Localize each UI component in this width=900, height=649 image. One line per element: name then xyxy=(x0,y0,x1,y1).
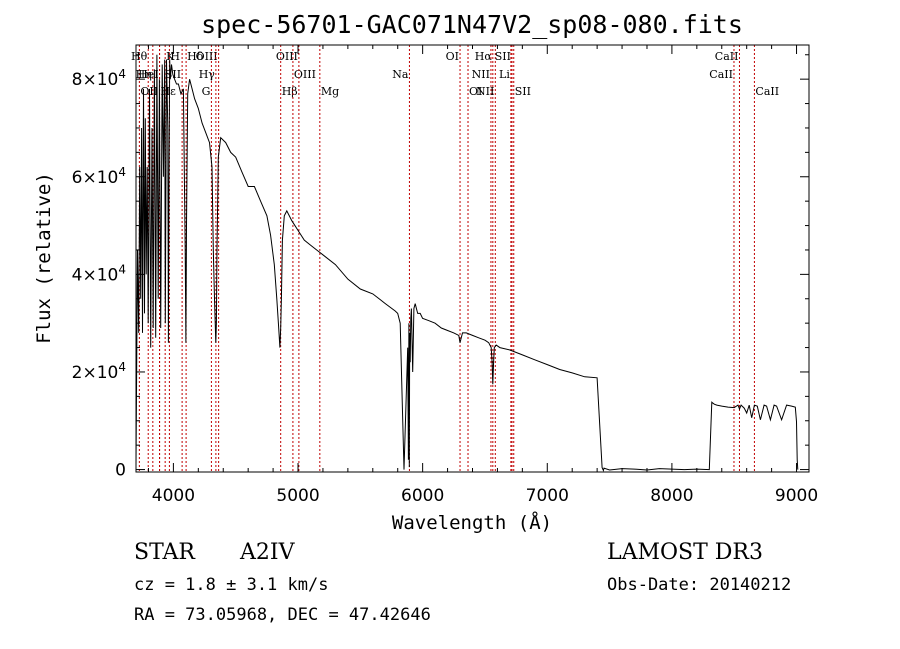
radec-text: RA = 73.05968, DEC = 47.42646 xyxy=(134,605,431,625)
y-tick-label: 8×104 xyxy=(72,67,126,90)
spectrum-line xyxy=(135,54,799,473)
line-label-26: CaII xyxy=(715,50,739,63)
x-tick-label: 8000 xyxy=(650,486,693,506)
line-label-2: Hη xyxy=(136,68,152,81)
obs-date-text: Obs-Date: 20140212 xyxy=(607,575,792,595)
line-label-19: Hα xyxy=(475,50,493,63)
x-tick-label: 9000 xyxy=(775,486,818,506)
line-label-21: NII xyxy=(476,85,494,98)
line-label-0: Hθ xyxy=(131,50,148,63)
line-label-27: CaII xyxy=(755,85,779,98)
line-label-3: HeI xyxy=(138,68,158,81)
line-label-23: Li xyxy=(499,68,510,81)
line-label-14: OIII xyxy=(276,50,298,63)
line-label-22: SII xyxy=(495,50,511,63)
x-tick-label: 4000 xyxy=(152,486,195,506)
line-label-8: Hδ xyxy=(187,50,204,63)
x-tick-label: 5000 xyxy=(276,486,319,506)
y-tick-label: 6×104 xyxy=(72,165,126,188)
object-subclass: A2IV xyxy=(240,540,295,565)
line-label-12: Hβ xyxy=(282,85,298,98)
x-tick-label: 7000 xyxy=(526,486,569,506)
line-label-10: OIII xyxy=(196,50,218,63)
y-axis-label: Flux (relative) xyxy=(33,172,55,344)
line-label-15: Mg xyxy=(321,85,339,98)
y-tick-label: 0 xyxy=(115,461,126,481)
object-class: STAR xyxy=(134,540,195,565)
line-label-11: Hγ xyxy=(199,68,216,81)
line-label-13: OIII xyxy=(294,68,316,81)
chart-title: spec-56701-GAC071N47V2_sp08-080.fits xyxy=(201,10,743,39)
emission-line-markers: HθOIIHηHeIHεKHSIIHδGOIIIHγHβOIIIOIIIMgNa… xyxy=(131,45,779,472)
line-label-16: Na xyxy=(392,68,409,81)
survey-label: LAMOST DR3 xyxy=(607,540,763,565)
y-tick-label: 2×104 xyxy=(72,360,126,383)
x-axis-label: Wavelength (Å) xyxy=(392,511,552,534)
y-tick-label: 4×104 xyxy=(72,262,126,285)
x-tick-label: 6000 xyxy=(401,486,444,506)
line-label-18: OI xyxy=(469,85,482,98)
line-label-20: NII xyxy=(472,68,490,81)
line-label-9: G xyxy=(202,85,211,98)
line-label-17: OI xyxy=(446,50,459,63)
plot-frame xyxy=(135,44,810,473)
line-label-25: CaII xyxy=(709,68,733,81)
redshift-text: cz = 1.8 ± 3.1 km/s xyxy=(134,575,329,595)
line-label-24: SII xyxy=(515,85,531,98)
line-label-6: H xyxy=(170,50,180,63)
line-label-5: K xyxy=(166,50,175,63)
